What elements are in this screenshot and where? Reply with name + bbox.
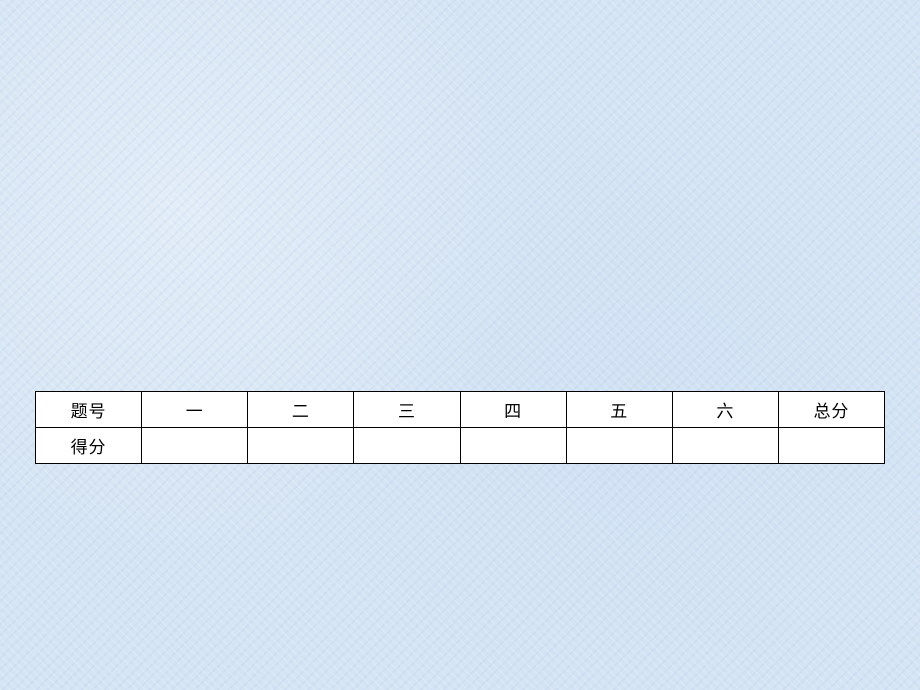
header-total-cell: 总分 <box>778 392 884 428</box>
score-cell <box>248 428 354 464</box>
score-cell <box>460 428 566 464</box>
score-cell <box>672 428 778 464</box>
table-header-row: 题号 一 二 三 四 五 六 总分 <box>36 392 885 428</box>
score-cell <box>566 428 672 464</box>
score-cell <box>354 428 460 464</box>
score-table: 题号 一 二 三 四 五 六 总分 得分 <box>35 391 885 464</box>
header-cell: 三 <box>354 392 460 428</box>
header-cell: 四 <box>460 392 566 428</box>
header-cell: 六 <box>672 392 778 428</box>
data-label-cell: 得分 <box>36 428 142 464</box>
header-cell: 二 <box>248 392 354 428</box>
score-cell <box>142 428 248 464</box>
score-table-container: 题号 一 二 三 四 五 六 总分 得分 <box>35 391 885 464</box>
table-data-row: 得分 <box>36 428 885 464</box>
header-label-cell: 题号 <box>36 392 142 428</box>
header-cell: 一 <box>142 392 248 428</box>
header-cell: 五 <box>566 392 672 428</box>
score-total-cell <box>778 428 884 464</box>
